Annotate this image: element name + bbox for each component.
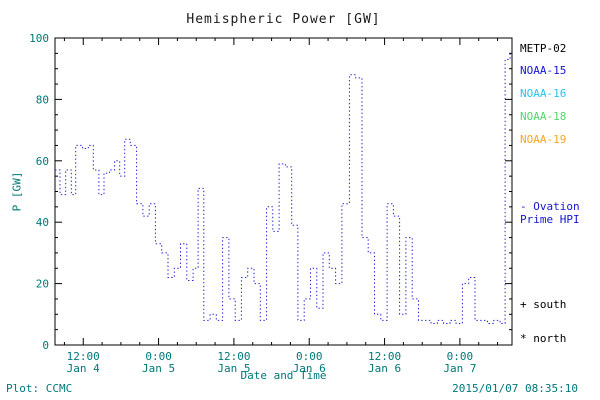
svg-text:60: 60 (36, 155, 49, 168)
chart-title: Hemispheric Power [GW] (186, 12, 381, 27)
svg-text:0:00: 0:00 (447, 350, 474, 363)
svg-text:12:00: 12:00 (368, 350, 401, 363)
legend-marker-north: * north (520, 332, 567, 345)
legend-marker-south: + south (520, 298, 567, 311)
svg-text:20: 20 (36, 278, 49, 291)
legend-item-noaa-19: NOAA-19 (520, 133, 567, 146)
svg-text:Jan 6: Jan 6 (293, 362, 326, 375)
legend-item-noaa-18: NOAA-18 (520, 110, 567, 123)
legend-item-metp-02: METP-02 (520, 42, 567, 55)
svg-text:0: 0 (42, 339, 49, 352)
svg-text:0:00: 0:00 (296, 350, 323, 363)
legend-item-noaa-16: NOAA-16 (520, 87, 567, 100)
legend-ovation-prime-hpi: - Ovation Prime HPI (520, 200, 580, 226)
legend-item-noaa-15: NOAA-15 (520, 64, 567, 77)
svg-text:80: 80 (36, 93, 49, 106)
svg-text:Jan 6: Jan 6 (368, 362, 401, 375)
satellite-legend: METP-02 NOAA-15 NOAA-16 NOAA-18 NOAA-19 … (518, 0, 600, 400)
svg-text:0:00: 0:00 (145, 350, 172, 363)
svg-text:12:00: 12:00 (217, 350, 250, 363)
svg-text:Jan 5: Jan 5 (217, 362, 250, 375)
legend-ovation-line1: - Ovation (520, 200, 580, 213)
svg-text:40: 40 (36, 216, 49, 229)
x-axis-label: Date and Time (240, 369, 327, 382)
svg-text:Jan 7: Jan 7 (443, 362, 476, 375)
plot-timestamp: 2015/01/07 08:35:10 (452, 382, 578, 395)
svg-text:Jan 4: Jan 4 (67, 362, 100, 375)
legend-ovation-line2: Prime HPI (520, 213, 580, 226)
svg-text:12:00: 12:00 (67, 350, 100, 363)
svg-text:Jan 5: Jan 5 (142, 362, 175, 375)
svg-text:100: 100 (29, 32, 49, 45)
plot-credit: Plot: CCMC (6, 382, 73, 395)
